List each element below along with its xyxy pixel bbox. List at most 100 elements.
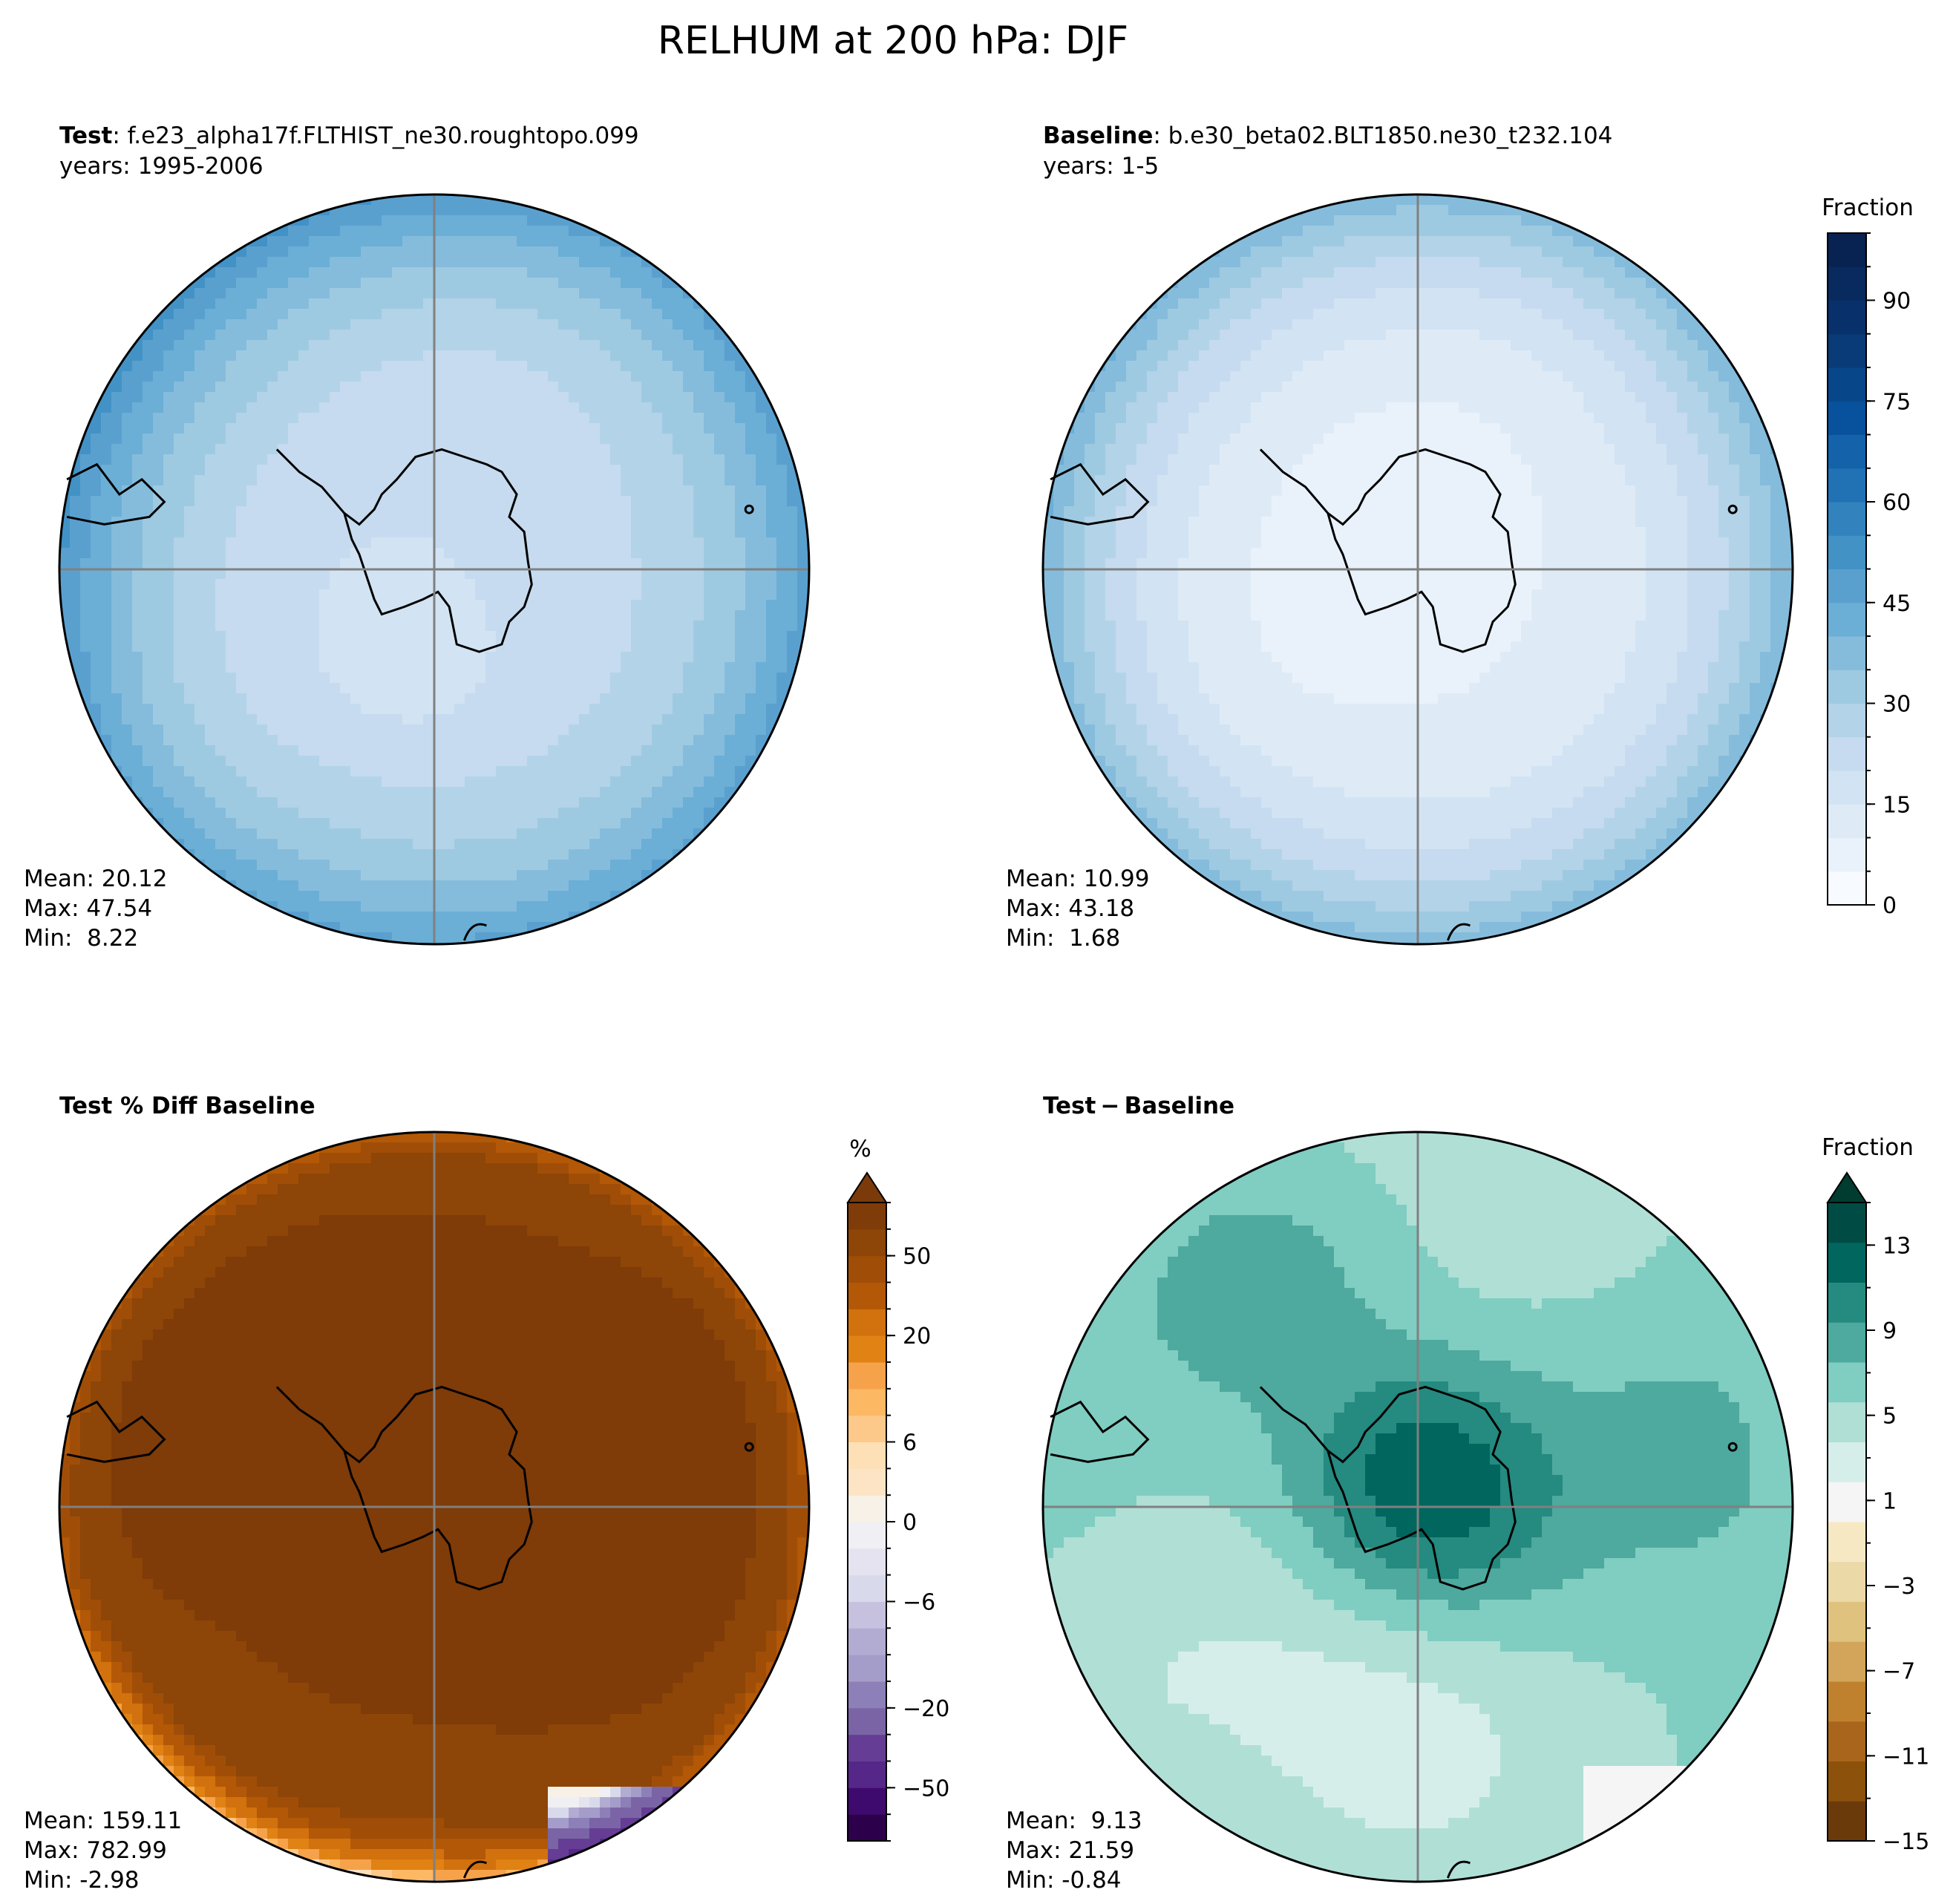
contour-cell	[506, 745, 517, 756]
contour-cell	[413, 704, 424, 715]
contour-cell	[382, 569, 393, 580]
contour-cell	[1604, 278, 1615, 289]
contour-cell	[361, 361, 372, 372]
contour-cell	[714, 714, 725, 725]
contour-cell	[205, 600, 216, 611]
contour-cell	[714, 465, 725, 476]
contour-cell	[122, 423, 133, 434]
contour-cell	[558, 704, 569, 715]
contour-cell	[215, 569, 226, 580]
contour-cell	[1376, 257, 1387, 268]
contour-cell	[288, 652, 299, 663]
contour-cell	[330, 434, 341, 445]
contour-cell	[714, 361, 725, 372]
contour-cell	[600, 579, 611, 590]
contour-cell	[226, 257, 237, 268]
contour-cell	[143, 569, 154, 580]
contour-cell	[278, 745, 289, 756]
contour-cell	[662, 662, 673, 673]
contour-cell	[1604, 288, 1615, 299]
contour-cell	[673, 589, 684, 601]
contour-cell	[579, 434, 590, 445]
contour-cell	[485, 787, 497, 798]
contour-cell	[205, 839, 216, 850]
contour-cell	[589, 465, 601, 476]
contour-cell	[600, 371, 611, 382]
contour-cell	[382, 579, 393, 590]
contour-cell	[361, 548, 372, 559]
contour-cell	[724, 517, 736, 528]
contour-cell	[205, 361, 216, 372]
contour-cell	[621, 558, 632, 569]
contour-cell	[163, 434, 174, 445]
contour-cell	[257, 828, 268, 840]
contour-cell	[226, 828, 237, 840]
contour-cell	[267, 454, 278, 465]
contour-cell	[246, 901, 258, 912]
contour-cell	[1459, 278, 1470, 289]
contour-cell	[569, 288, 580, 299]
contour-cell	[475, 745, 486, 756]
contour-cell	[319, 267, 330, 278]
contour-cell	[548, 392, 559, 403]
contour-cell	[1635, 298, 1646, 310]
contour-cell	[662, 350, 673, 362]
contour-cell	[392, 860, 403, 871]
contour-cell	[371, 537, 382, 549]
contour-cell	[579, 673, 590, 684]
contour-cell	[693, 610, 704, 621]
contour-cell	[506, 797, 517, 808]
contour-cell	[631, 382, 642, 393]
contour-cell	[1563, 246, 1574, 258]
contour-cell	[776, 402, 788, 413]
contour-cell	[465, 589, 476, 601]
contour-cell	[600, 454, 611, 465]
contour-cell	[569, 465, 580, 476]
contour-cell	[143, 402, 154, 413]
panel-test-subtitle: years: 1995-2006	[59, 153, 264, 180]
contour-cell	[1334, 215, 1345, 226]
contour-cell	[298, 631, 310, 642]
contour-cell	[226, 797, 237, 808]
contour-cell	[704, 548, 715, 559]
contour-cell	[641, 735, 652, 746]
contour-cell	[402, 402, 413, 413]
contour-cell	[444, 340, 455, 351]
contour-cell	[184, 569, 195, 580]
contour-cell	[423, 631, 434, 642]
contour-cell	[475, 704, 486, 715]
contour-cell	[371, 766, 382, 777]
contour-cell	[724, 756, 736, 767]
contour-cell	[756, 579, 767, 590]
contour-cell	[527, 870, 538, 881]
contour-cell	[423, 267, 434, 278]
contour-cell	[454, 766, 465, 777]
contour-cell	[454, 714, 465, 725]
contour-cell	[298, 309, 310, 320]
contour-cell	[745, 496, 756, 507]
contour-cell	[392, 797, 403, 808]
contour-cell	[1479, 246, 1491, 258]
contour-cell	[194, 693, 206, 704]
contour-cell	[485, 901, 497, 912]
contour-cell	[444, 257, 455, 268]
contour-cell	[693, 350, 704, 362]
contour-cell	[361, 621, 372, 632]
contour-cell	[537, 735, 549, 746]
contour-cell	[465, 704, 476, 715]
contour-cell	[1303, 298, 1314, 310]
contour-cell	[330, 766, 341, 777]
contour-cell	[143, 673, 154, 684]
contour-cell	[423, 340, 434, 351]
contour-cell	[319, 932, 330, 943]
contour-cell	[527, 226, 538, 237]
contour-cell	[558, 298, 569, 310]
contour-cell	[1490, 215, 1501, 226]
contour-cell	[371, 569, 382, 580]
contour-cell	[382, 558, 393, 569]
contour-cell	[423, 402, 434, 413]
contour-cell	[319, 475, 330, 486]
contour-cell	[246, 787, 258, 798]
contour-cell	[1334, 298, 1345, 310]
contour-cell	[194, 673, 206, 684]
